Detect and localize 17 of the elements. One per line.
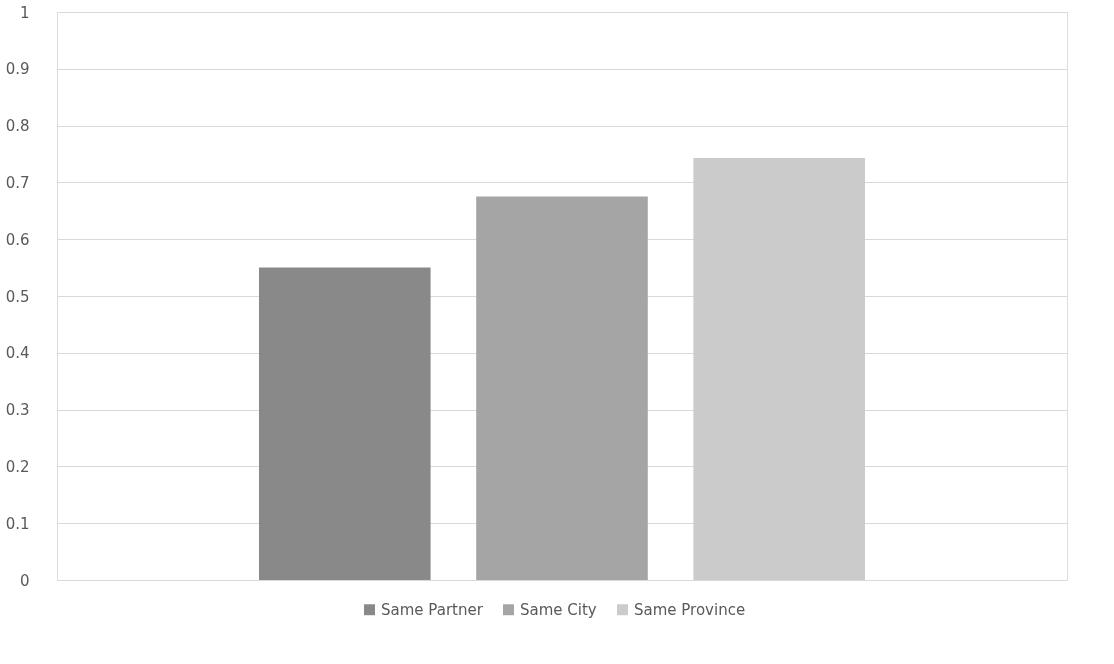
y-tick-label: 0.5 xyxy=(5,287,30,306)
legend-label: Same Province xyxy=(634,600,746,619)
y-tick-label: 0.4 xyxy=(5,344,30,363)
y-tick-label: 0.1 xyxy=(5,514,30,533)
y-tick-label: 0.7 xyxy=(5,173,30,192)
bar xyxy=(693,157,865,580)
y-tick-label: 0.2 xyxy=(5,457,30,476)
y-tick-label: 0.8 xyxy=(5,117,30,136)
y-tick-label: 0.9 xyxy=(5,60,30,79)
y-tick-label: 0.3 xyxy=(5,401,30,420)
bar xyxy=(259,267,431,580)
y-tick-label: 0.6 xyxy=(5,230,30,249)
bar xyxy=(476,196,648,580)
y-tick-label: 1 xyxy=(19,3,30,22)
legend-label: Same Partner xyxy=(381,600,484,619)
legend-label: Same City xyxy=(520,600,597,619)
y-tick-label: 0 xyxy=(19,571,30,590)
